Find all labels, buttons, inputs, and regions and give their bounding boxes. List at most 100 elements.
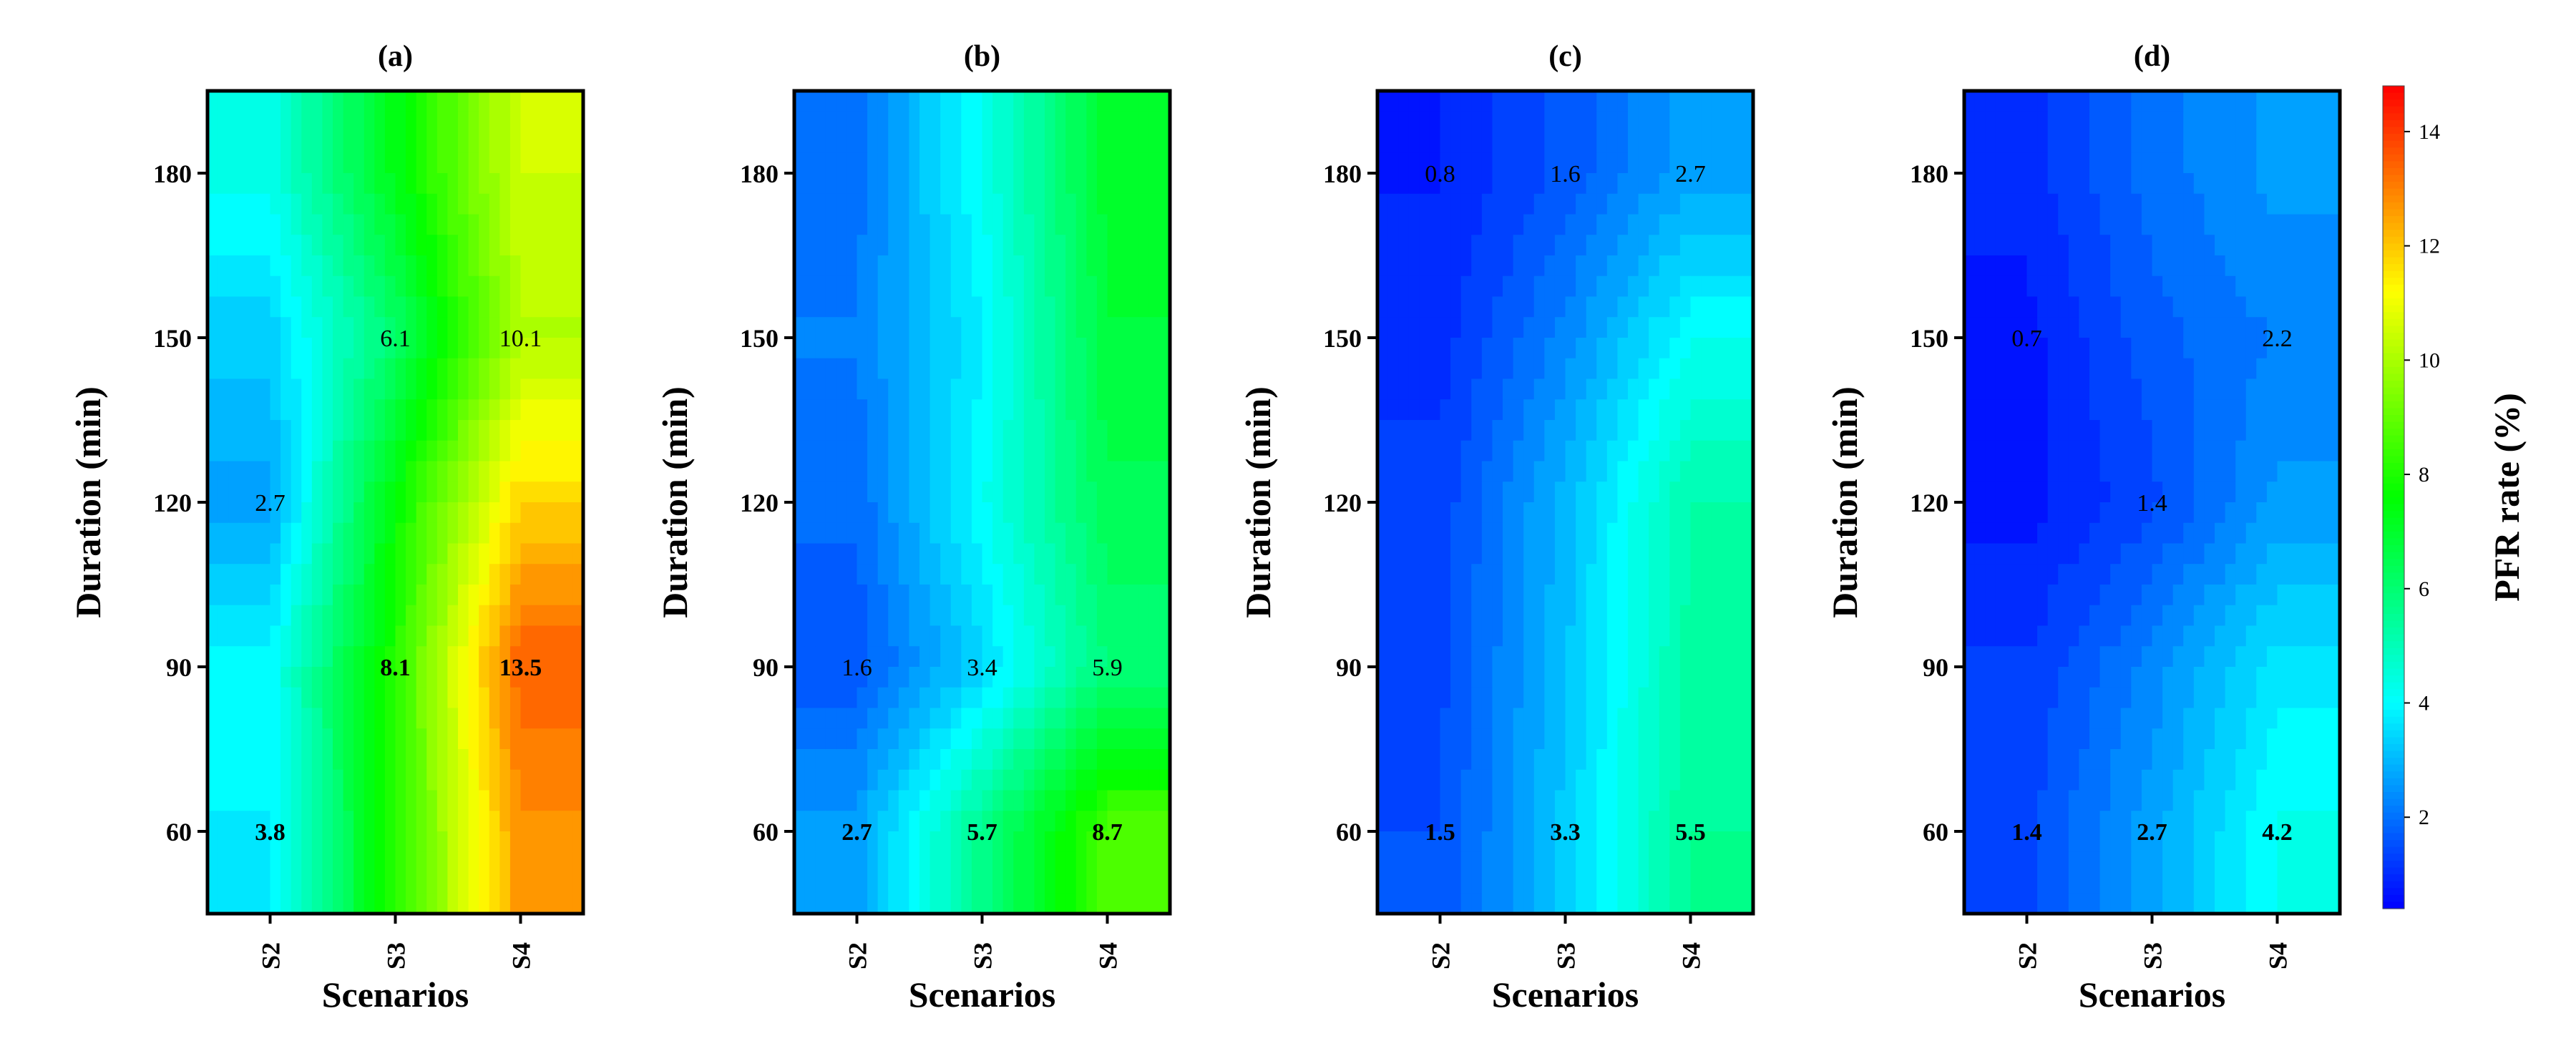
heat-cell — [270, 811, 281, 832]
heat-cell — [270, 235, 281, 256]
heat-cell — [238, 790, 250, 811]
heat-cell — [1701, 193, 1712, 215]
heat-cell — [1617, 831, 1629, 853]
heat-cell — [436, 152, 449, 174]
heat-cell — [572, 152, 584, 174]
heat-cell — [1628, 687, 1639, 709]
heat-cell — [836, 482, 847, 503]
heat-cell — [520, 502, 532, 524]
heat-cell — [1440, 872, 1451, 894]
heat-cell — [1701, 358, 1712, 380]
heat-cell — [1606, 235, 1619, 256]
heat-cell — [552, 872, 563, 894]
heat-cell — [416, 440, 427, 462]
heat-cell — [940, 502, 952, 524]
heat-cell — [541, 687, 552, 709]
heat-cell — [1513, 399, 1524, 421]
heat-cell — [322, 893, 333, 914]
heat-cell — [259, 255, 271, 277]
heat-cell — [447, 872, 459, 894]
heat-cell — [552, 255, 563, 277]
heat-cell — [1586, 605, 1597, 627]
heat-cell — [1576, 790, 1587, 811]
heat-cell — [1679, 214, 1692, 235]
heat-cell — [280, 338, 292, 359]
heat-cell — [311, 338, 323, 359]
heat-cell — [1503, 91, 1514, 112]
heat-cell — [1606, 132, 1619, 153]
heat-cell — [815, 625, 826, 647]
heat-cell — [447, 564, 459, 585]
heat-cell — [961, 111, 972, 133]
heat-cell — [1450, 275, 1462, 298]
heat-cell — [2047, 255, 2059, 277]
heat-cell — [857, 132, 868, 153]
heat-cell — [1503, 193, 1514, 215]
heat-cell — [2016, 399, 2028, 421]
heat-cell — [2047, 111, 2059, 133]
heat-cell — [898, 482, 910, 503]
heat-cell — [249, 440, 260, 462]
heat-cell — [301, 522, 313, 544]
heat-cell — [1045, 585, 1056, 606]
heat-cell — [1045, 522, 1056, 544]
heat-cell — [1429, 625, 1441, 647]
heat-cell — [1481, 769, 1493, 791]
heat-cell — [1429, 728, 1441, 750]
heat-cell — [238, 255, 250, 277]
heat-cell — [458, 173, 469, 195]
heat-cell — [1034, 255, 1045, 277]
heat-cell — [2099, 296, 2111, 318]
heat-cell — [541, 769, 552, 791]
heat-cell — [218, 564, 229, 585]
heat-cell — [1065, 605, 1077, 627]
heat-cell — [1492, 667, 1503, 688]
heat-cell — [489, 811, 500, 832]
heat-cell — [322, 790, 333, 811]
heat-cell — [1576, 585, 1587, 606]
heat-cell — [353, 502, 365, 524]
heat-cell — [2162, 338, 2174, 359]
heat-cell — [1034, 338, 1045, 359]
heat-cell — [1732, 522, 1744, 544]
heat-cell — [280, 893, 292, 914]
heat-cell — [950, 193, 962, 215]
heat-cell — [249, 749, 260, 771]
heat-cell — [1377, 543, 1389, 565]
heat-cell — [531, 482, 542, 503]
heat-cell — [1586, 111, 1597, 133]
heat-cell — [2089, 255, 2101, 277]
heat-cell — [322, 235, 333, 256]
heat-cell — [1148, 708, 1161, 729]
heat-cell — [374, 502, 386, 524]
heat-cell — [940, 173, 952, 195]
heat-cell — [1742, 317, 1754, 338]
heat-cell — [208, 399, 219, 421]
heat-cell — [552, 440, 563, 462]
heat-cell — [940, 749, 952, 771]
heat-cell — [898, 790, 910, 811]
heat-cell — [1742, 831, 1754, 853]
heat-cell — [1159, 235, 1171, 256]
heat-cell — [499, 605, 511, 627]
heat-cell — [1606, 399, 1619, 421]
heat-cell — [406, 749, 417, 771]
heat-cell — [2298, 317, 2309, 338]
heat-cell — [2193, 275, 2205, 298]
heat-cell — [1617, 687, 1629, 709]
heat-cell — [1638, 708, 1649, 729]
heat-cell — [447, 708, 459, 729]
heat-cell — [1617, 461, 1629, 482]
heat-cell — [992, 831, 1004, 853]
heat-cell — [395, 502, 406, 524]
heat-cell — [888, 708, 899, 729]
heat-cell — [1606, 687, 1619, 709]
heat-cell — [2183, 111, 2195, 133]
heat-cell — [992, 811, 1004, 832]
heat-cell — [794, 378, 806, 400]
heat-cell — [1408, 152, 1420, 174]
heat-cell — [364, 585, 375, 606]
heat-cell — [1523, 461, 1535, 482]
heat-cell — [395, 275, 406, 298]
